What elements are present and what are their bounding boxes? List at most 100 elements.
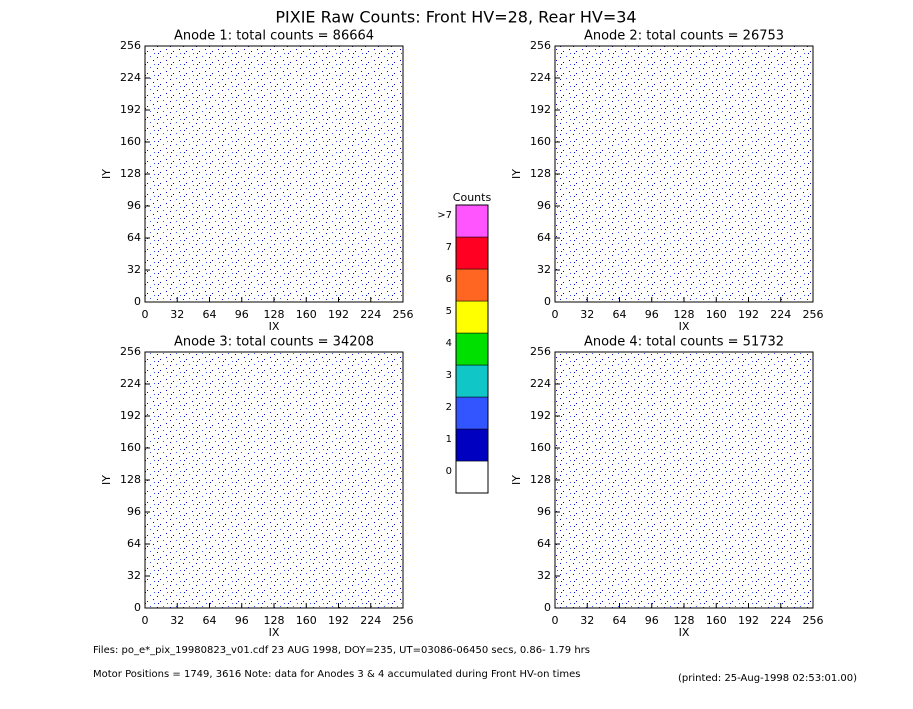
- y-tick-label: 256: [530, 345, 551, 358]
- heatmap-area: [144, 351, 404, 609]
- y-tick-label: 0: [134, 601, 141, 614]
- y-tick-label: 32: [537, 569, 551, 582]
- y-tick-label: 0: [544, 295, 551, 308]
- y-tick-label: 192: [530, 409, 551, 422]
- colorbar-cell: [455, 364, 489, 398]
- x-tick-label: 192: [738, 614, 759, 627]
- y-tick-label: 128: [120, 473, 141, 486]
- panel-title: Anode 1: total counts = 86664: [174, 29, 374, 44]
- colorbar-cell: [455, 300, 489, 334]
- colorbar-label: 6: [446, 274, 452, 285]
- y-tick-label: 128: [530, 473, 551, 486]
- colorbar-label: 1: [446, 434, 452, 445]
- y-tick-label: 192: [120, 409, 141, 422]
- x-axis-label: IX: [679, 626, 690, 639]
- colorbar-cell: [455, 428, 489, 462]
- y-tick-label: 64: [537, 537, 551, 550]
- y-tick-label: 224: [120, 377, 141, 390]
- y-tick-label: 64: [127, 231, 141, 244]
- y-tick-label: 0: [134, 295, 141, 308]
- y-tick-label: 96: [127, 199, 141, 212]
- x-axis-label: IX: [269, 626, 280, 639]
- y-tick-label: 64: [537, 231, 551, 244]
- x-tick-label: 192: [328, 308, 349, 321]
- x-tick-label: 32: [580, 308, 594, 321]
- x-tick-label: 224: [360, 614, 381, 627]
- footer-files: Files: po_e*_pix_19980823_v01.cdf 23 AUG…: [93, 645, 590, 656]
- y-axis-label: IY: [510, 169, 523, 179]
- colorbar-cell: [455, 204, 489, 238]
- x-tick-label: 128: [264, 308, 285, 321]
- y-tick-label: 160: [120, 441, 141, 454]
- x-tick-label: 160: [296, 614, 317, 627]
- x-tick-label: 64: [203, 308, 217, 321]
- y-tick-label: 256: [530, 39, 551, 52]
- x-tick-label: 256: [393, 308, 414, 321]
- colorbar-title: Counts: [453, 191, 492, 204]
- x-tick-label: 32: [580, 614, 594, 627]
- x-tick-label: 128: [264, 614, 285, 627]
- y-tick-label: 64: [127, 537, 141, 550]
- y-tick-label: 224: [530, 377, 551, 390]
- x-tick-label: 224: [360, 308, 381, 321]
- panel-title: Anode 4: total counts = 51732: [584, 335, 784, 350]
- y-tick-label: 160: [120, 135, 141, 148]
- x-axis-label: IX: [269, 320, 280, 333]
- heatmap-area: [554, 45, 814, 303]
- x-tick-label: 192: [328, 614, 349, 627]
- heatmap-area: [554, 351, 814, 609]
- y-tick-label: 160: [530, 135, 551, 148]
- footer-printed: (printed: 25-Aug-1998 02:53:01.00): [678, 673, 857, 684]
- x-tick-label: 256: [803, 308, 824, 321]
- x-axis-label: IX: [679, 320, 690, 333]
- y-tick-label: 160: [530, 441, 551, 454]
- colorbar-cell: [455, 460, 489, 494]
- colorbar-cell: [455, 396, 489, 430]
- colorbar-label: 2: [446, 402, 452, 413]
- colorbar-label: >7: [437, 210, 452, 221]
- x-tick-label: 160: [296, 308, 317, 321]
- x-tick-label: 224: [770, 614, 791, 627]
- x-tick-label: 32: [170, 614, 184, 627]
- colorbar-frame: [455, 204, 489, 494]
- x-tick-label: 96: [235, 308, 249, 321]
- y-tick-label: 256: [120, 345, 141, 358]
- x-tick-label: 128: [674, 308, 695, 321]
- x-tick-label: 96: [645, 308, 659, 321]
- x-tick-label: 64: [203, 614, 217, 627]
- y-tick-label: 96: [537, 199, 551, 212]
- y-tick-label: 32: [127, 569, 141, 582]
- x-tick-label: 128: [674, 614, 695, 627]
- y-tick-label: 256: [120, 39, 141, 52]
- colorbar-label: 0: [446, 466, 452, 477]
- y-tick-label: 224: [120, 71, 141, 84]
- y-tick-label: 0: [544, 601, 551, 614]
- x-tick-label: 64: [613, 614, 627, 627]
- colorbar-label: 3: [446, 370, 452, 381]
- x-tick-label: 32: [170, 308, 184, 321]
- x-tick-label: 0: [142, 614, 149, 627]
- y-tick-label: 32: [127, 263, 141, 276]
- x-tick-label: 160: [706, 614, 727, 627]
- x-tick-label: 192: [738, 308, 759, 321]
- x-tick-label: 224: [770, 308, 791, 321]
- y-axis-label: IY: [510, 475, 523, 485]
- colorbar-cell: [455, 268, 489, 302]
- x-tick-label: 256: [393, 614, 414, 627]
- panel-title: Anode 3: total counts = 34208: [174, 335, 374, 350]
- x-tick-label: 64: [613, 308, 627, 321]
- y-tick-label: 32: [537, 263, 551, 276]
- colorbar-label: 7: [446, 242, 452, 253]
- x-tick-label: 96: [645, 614, 659, 627]
- footer-motor: Motor Positions = 1749, 3616 Note: data …: [93, 669, 580, 680]
- y-tick-label: 96: [537, 505, 551, 518]
- page-title: PIXIE Raw Counts: Front HV=28, Rear HV=3…: [275, 8, 636, 27]
- heatmap-area: [144, 45, 404, 303]
- y-tick-label: 96: [127, 505, 141, 518]
- x-tick-label: 96: [235, 614, 249, 627]
- colorbar-label: 4: [446, 338, 452, 349]
- y-tick-label: 192: [530, 103, 551, 116]
- x-tick-label: 256: [803, 614, 824, 627]
- x-tick-label: 0: [142, 308, 149, 321]
- x-tick-label: 0: [552, 308, 559, 321]
